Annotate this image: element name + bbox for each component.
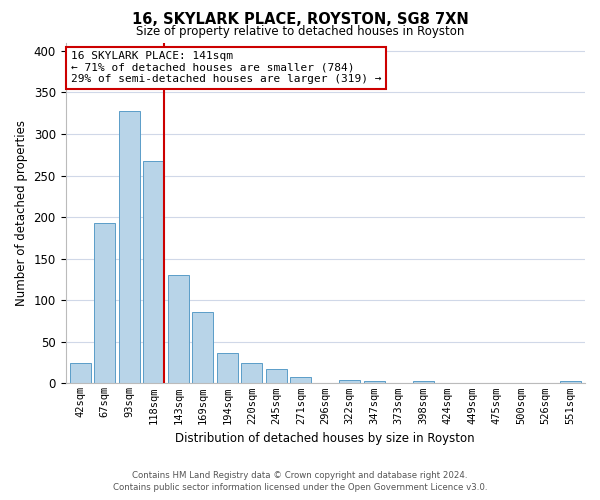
Bar [290,376,311,384]
Y-axis label: Number of detached properties: Number of detached properties [15,120,28,306]
Bar [193,312,213,384]
Bar [119,110,140,384]
Bar [168,276,188,384]
Text: 16, SKYLARK PLACE, ROYSTON, SG8 7XN: 16, SKYLARK PLACE, ROYSTON, SG8 7XN [131,12,469,28]
Bar [217,352,238,384]
Bar [340,380,360,384]
Bar [266,370,287,384]
Bar [143,162,164,384]
Bar [241,362,262,384]
Bar [70,362,91,384]
Bar [560,381,581,384]
Text: 16 SKYLARK PLACE: 141sqm
← 71% of detached houses are smaller (784)
29% of semi-: 16 SKYLARK PLACE: 141sqm ← 71% of detach… [71,51,381,84]
Bar [94,223,115,384]
Text: Contains HM Land Registry data © Crown copyright and database right 2024.
Contai: Contains HM Land Registry data © Crown c… [113,471,487,492]
Text: Size of property relative to detached houses in Royston: Size of property relative to detached ho… [136,25,464,38]
X-axis label: Distribution of detached houses by size in Royston: Distribution of detached houses by size … [175,432,475,445]
Bar [364,381,385,384]
Bar [413,381,434,384]
